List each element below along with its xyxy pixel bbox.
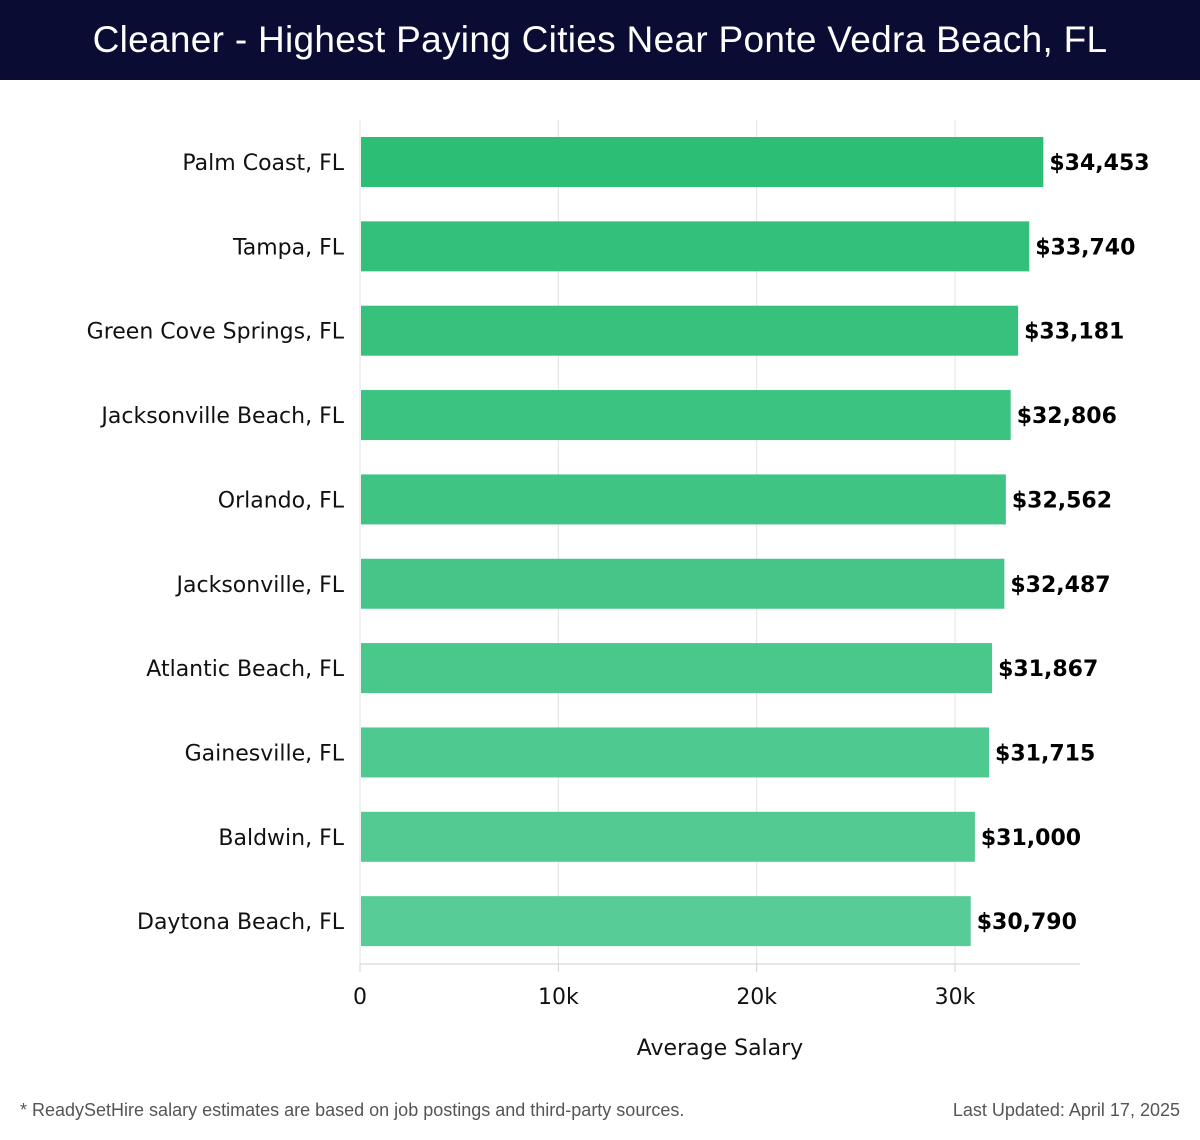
data-label: $31,000 xyxy=(981,826,1081,851)
category-label: Jacksonville Beach, FL xyxy=(99,404,344,429)
chart-title: Cleaner - Highest Paying Cities Near Pon… xyxy=(0,0,1200,80)
data-label: $33,740 xyxy=(1035,235,1135,260)
data-label: $30,790 xyxy=(977,910,1077,935)
bar xyxy=(361,727,990,778)
footnote: * ReadySetHire salary estimates are base… xyxy=(20,1100,685,1120)
category-label: Palm Coast, FL xyxy=(182,151,344,176)
bar xyxy=(361,811,975,862)
category-label: Daytona Beach, FL xyxy=(137,910,345,935)
bar xyxy=(361,896,971,947)
data-label: $31,867 xyxy=(998,657,1098,682)
x-tick-label: 0 xyxy=(353,985,367,1010)
data-label: $32,806 xyxy=(1017,404,1117,429)
bar xyxy=(361,305,1019,356)
data-label: $32,562 xyxy=(1012,488,1112,513)
category-label: Atlantic Beach, FL xyxy=(146,657,344,682)
category-label: Gainesville, FL xyxy=(185,741,345,766)
category-label: Baldwin, FL xyxy=(218,826,344,851)
data-label: $33,181 xyxy=(1024,320,1124,345)
bar xyxy=(361,558,1005,609)
x-axis-title: Average Salary xyxy=(637,1036,803,1061)
data-label: $31,715 xyxy=(995,741,1095,766)
category-label: Tampa, FL xyxy=(232,235,345,260)
bar xyxy=(361,643,993,694)
category-label: Green Cove Springs, FL xyxy=(87,320,345,345)
x-tick-label: 30k xyxy=(935,985,976,1010)
bar xyxy=(361,474,1006,525)
category-label: Jacksonville, FL xyxy=(175,573,345,598)
category-label: Orlando, FL xyxy=(218,488,345,513)
bar xyxy=(361,390,1011,441)
bar xyxy=(361,137,1044,187)
bar-chart: 0 10k 20k 30k Palm Coast, FL $34,453 Tampa, FL… xyxy=(87,120,1150,1061)
last-updated: Last Updated: April 17, 2025 xyxy=(952,1100,1180,1120)
bar xyxy=(361,221,1030,272)
data-label: $34,453 xyxy=(1049,151,1149,176)
x-tick-label: 20k xyxy=(736,985,777,1010)
x-tick-label: 10k xyxy=(538,985,579,1010)
data-label: $32,487 xyxy=(1010,573,1110,598)
